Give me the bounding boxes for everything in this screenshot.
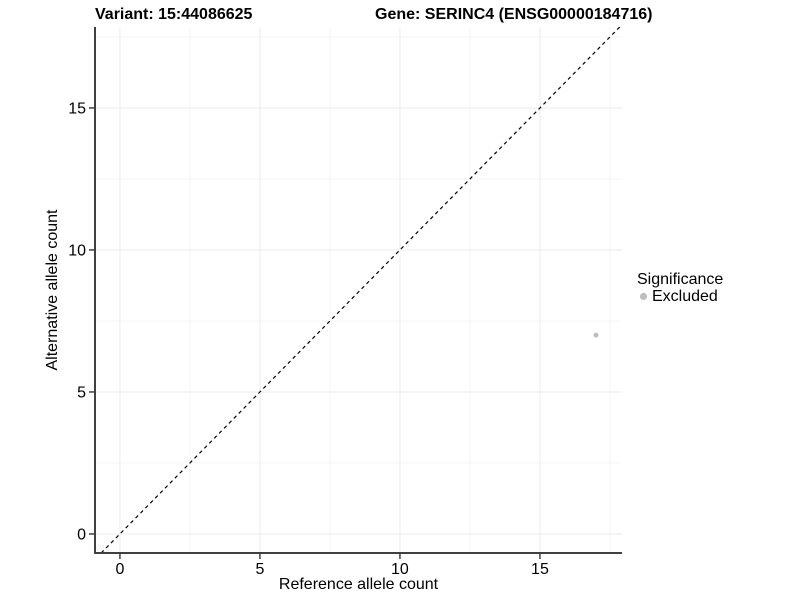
data-point [593,332,599,338]
gene-title: Gene: SERINC4 (ENSG00000184716) [375,6,653,23]
y-axis-title: Alternative allele count [44,209,61,371]
legend-entry-label: Excluded [652,288,718,305]
x-axis-title: Reference allele count [278,576,439,593]
y-tick-label: 0 [77,526,86,543]
y-tick-label: 5 [77,384,86,401]
x-tick-label: 10 [391,561,409,578]
x-tick-label: 0 [115,561,124,578]
x-tick-label: 5 [255,561,264,578]
x-tick-label: 15 [531,561,549,578]
legend: Significance Excluded [637,271,723,305]
excluded-point-icon [639,292,648,301]
y-tick-label: 15 [68,100,86,117]
legend-entry: Excluded [637,288,723,305]
variant-title: Variant: 15:44086625 [95,6,253,23]
identity-reference-line [100,26,621,554]
y-tick-label: 10 [68,242,86,259]
legend-title: Significance [637,271,724,288]
